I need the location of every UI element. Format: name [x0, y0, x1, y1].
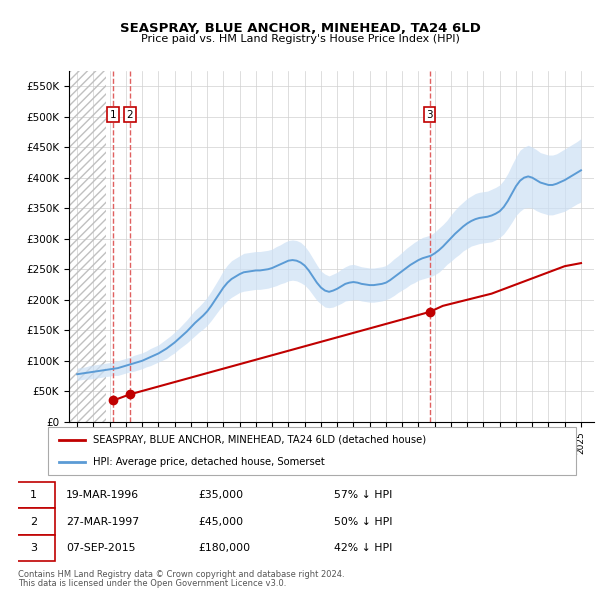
Text: 1: 1: [30, 490, 37, 500]
Text: 50% ↓ HPI: 50% ↓ HPI: [334, 517, 392, 526]
Text: 2: 2: [30, 517, 37, 526]
Text: £180,000: £180,000: [199, 543, 251, 553]
FancyBboxPatch shape: [13, 482, 55, 509]
Text: 27-MAR-1997: 27-MAR-1997: [66, 517, 139, 526]
Text: 2: 2: [127, 110, 133, 120]
Text: 57% ↓ HPI: 57% ↓ HPI: [334, 490, 392, 500]
Text: 07-SEP-2015: 07-SEP-2015: [66, 543, 136, 553]
FancyBboxPatch shape: [13, 535, 55, 561]
Text: SEASPRAY, BLUE ANCHOR, MINEHEAD, TA24 6LD (detached house): SEASPRAY, BLUE ANCHOR, MINEHEAD, TA24 6L…: [93, 435, 426, 445]
Text: £35,000: £35,000: [199, 490, 244, 500]
Text: HPI: Average price, detached house, Somerset: HPI: Average price, detached house, Some…: [93, 457, 325, 467]
Text: £45,000: £45,000: [199, 517, 244, 526]
Text: Price paid vs. HM Land Registry's House Price Index (HPI): Price paid vs. HM Land Registry's House …: [140, 34, 460, 44]
Text: 1: 1: [110, 110, 116, 120]
Text: 42% ↓ HPI: 42% ↓ HPI: [334, 543, 392, 553]
Text: 3: 3: [426, 110, 433, 120]
FancyBboxPatch shape: [13, 509, 55, 535]
Bar: [69, 71, 106, 422]
Text: This data is licensed under the Open Government Licence v3.0.: This data is licensed under the Open Gov…: [18, 579, 286, 588]
Text: Contains HM Land Registry data © Crown copyright and database right 2024.: Contains HM Land Registry data © Crown c…: [18, 570, 344, 579]
Text: SEASPRAY, BLUE ANCHOR, MINEHEAD, TA24 6LD: SEASPRAY, BLUE ANCHOR, MINEHEAD, TA24 6L…: [119, 22, 481, 35]
Text: 3: 3: [30, 543, 37, 553]
Text: 19-MAR-1996: 19-MAR-1996: [66, 490, 139, 500]
